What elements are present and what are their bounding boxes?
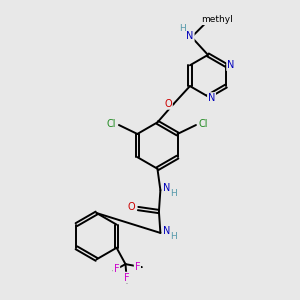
Text: N: N [163,226,171,236]
Text: F: F [114,264,119,274]
Text: methyl: methyl [201,15,233,24]
Text: Cl: Cl [107,118,116,128]
Text: Cl: Cl [199,118,208,128]
Text: H: H [170,189,177,198]
Text: F: F [124,272,130,283]
Text: F: F [135,262,140,272]
Text: H: H [179,24,186,33]
Text: O: O [128,202,135,212]
Text: N: N [208,93,215,103]
Text: H: H [170,232,177,241]
Text: O: O [164,99,172,109]
Text: N: N [163,183,171,193]
Text: N: N [227,60,234,70]
Text: N: N [186,32,194,41]
